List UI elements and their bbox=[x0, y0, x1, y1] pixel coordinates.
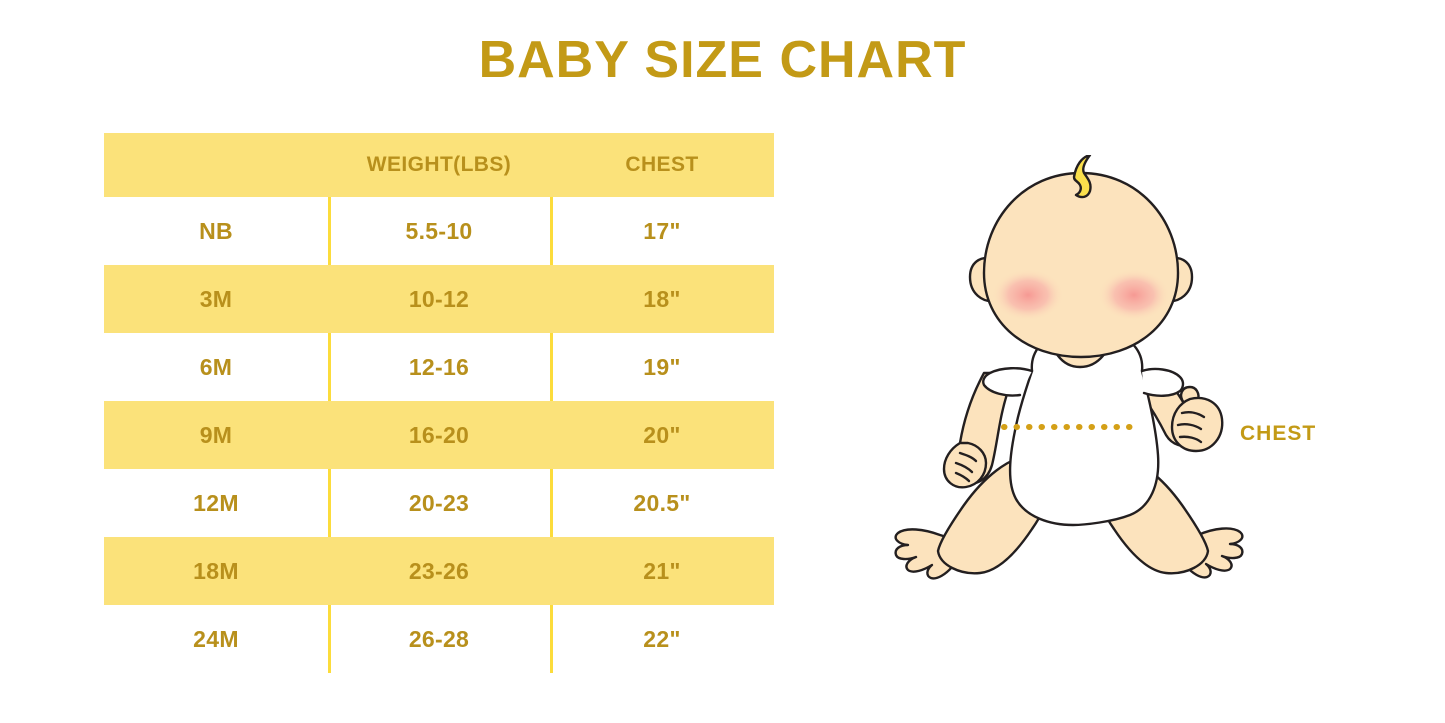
left-sleeve-icon bbox=[982, 367, 1034, 397]
cell-size: 6M bbox=[199, 353, 233, 380]
hair-curl-icon bbox=[1072, 155, 1092, 199]
left-hand-icon bbox=[942, 441, 988, 489]
cell-size: 24M bbox=[193, 625, 239, 652]
table-row: 6M 12-16 19" bbox=[104, 333, 774, 401]
cell-chest: 20" bbox=[643, 421, 681, 448]
cell-chest: 20.5" bbox=[633, 489, 691, 516]
right-hand-icon bbox=[1170, 385, 1224, 453]
column-header-chest: CHEST bbox=[625, 153, 699, 176]
left-blush-icon bbox=[992, 269, 1064, 321]
cell-weight: 10-12 bbox=[408, 285, 470, 312]
cell-weight: 16-20 bbox=[408, 421, 470, 448]
cell-weight: 12-16 bbox=[408, 353, 470, 380]
head-icon bbox=[982, 171, 1180, 359]
table-row: 12M 20-23 20.5" bbox=[104, 469, 774, 537]
page-title: BABY SIZE CHART bbox=[478, 31, 967, 89]
table-row: 9M 16-20 20" bbox=[104, 401, 774, 469]
size-chart-table: WEIGHT(LBS) CHEST NB 5.5-10 17" 3M 10-12… bbox=[104, 133, 774, 673]
right-blush-icon bbox=[1098, 269, 1170, 321]
table-header-row: WEIGHT(LBS) CHEST bbox=[104, 133, 774, 197]
cell-weight: 20-23 bbox=[408, 489, 470, 516]
chest-measurement-label: CHEST bbox=[1240, 422, 1317, 445]
cell-chest: 19" bbox=[643, 353, 681, 380]
cell-size: 12M bbox=[193, 489, 239, 516]
table-row: NB 5.5-10 17" bbox=[104, 197, 774, 265]
cell-size: 18M bbox=[193, 557, 239, 584]
table-row: 3M 10-12 18" bbox=[104, 265, 774, 333]
cell-weight: 5.5-10 bbox=[405, 217, 473, 244]
cell-size: 9M bbox=[199, 421, 233, 448]
baby-illustration bbox=[880, 155, 1280, 605]
right-sleeve-icon bbox=[1140, 367, 1185, 397]
table-row: 24M 26-28 22" bbox=[104, 605, 774, 673]
cell-size: NB bbox=[199, 217, 233, 244]
column-header-weight: WEIGHT(LBS) bbox=[366, 153, 512, 176]
cell-chest: 21" bbox=[643, 557, 681, 584]
cell-chest: 18" bbox=[643, 285, 681, 312]
cell-chest: 17" bbox=[643, 217, 681, 244]
cell-weight: 23-26 bbox=[408, 557, 470, 584]
cell-weight: 26-28 bbox=[408, 625, 470, 652]
table-row: 18M 23-26 21" bbox=[104, 537, 774, 605]
cell-chest: 22" bbox=[643, 625, 681, 652]
cell-size: 3M bbox=[199, 285, 233, 312]
